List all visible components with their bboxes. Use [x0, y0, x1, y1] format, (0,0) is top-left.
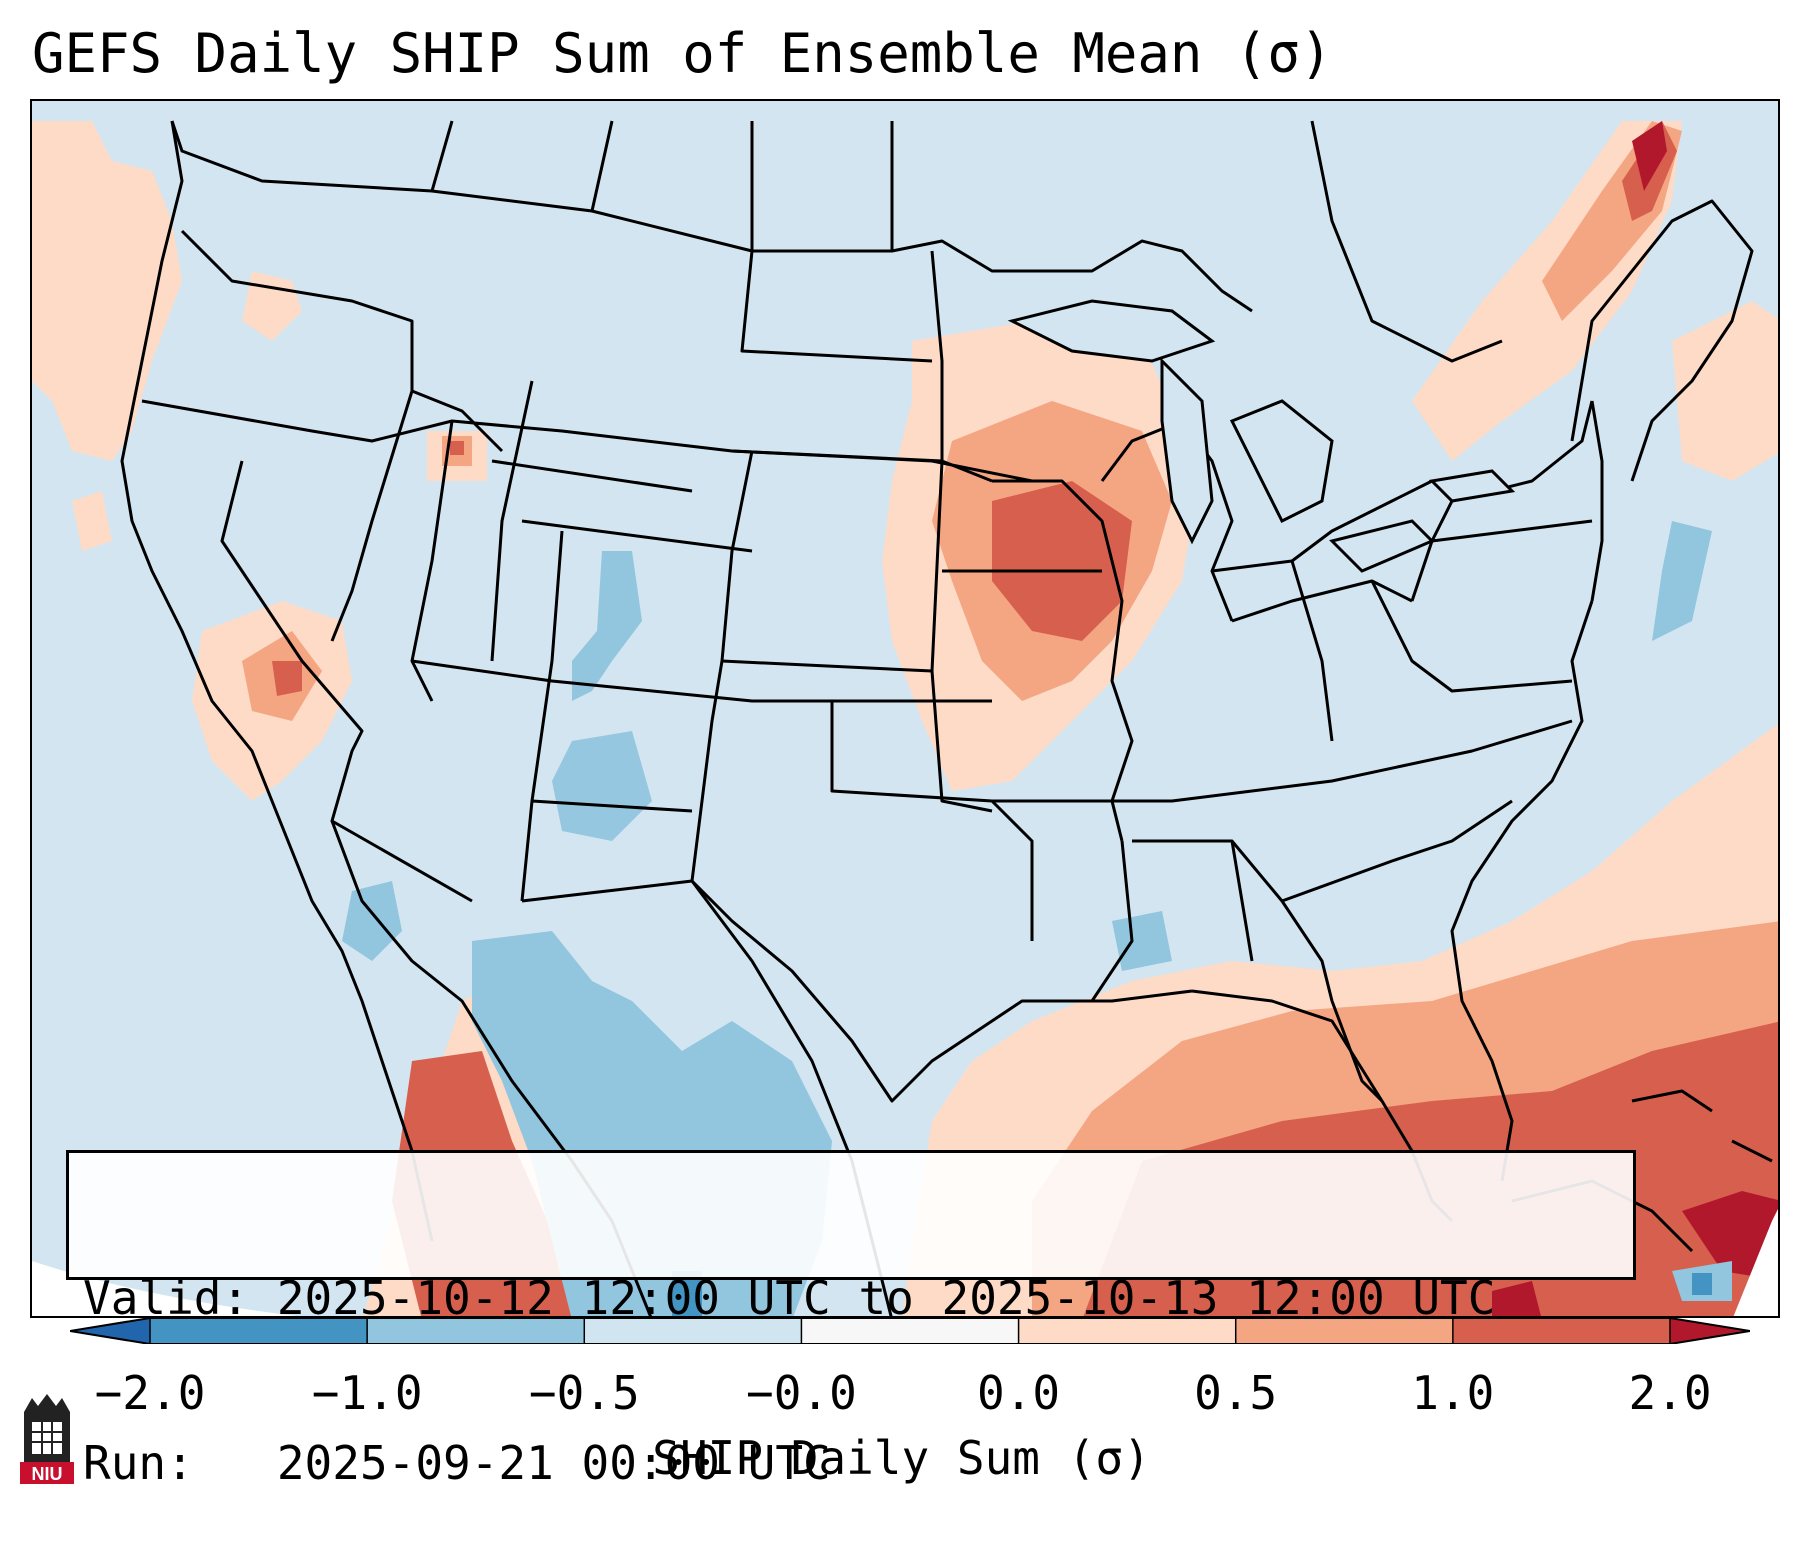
positive-anomaly-idaho: [427, 431, 487, 481]
chart-title: GEFS Daily SHIP Sum of Ensemble Mean (σ): [32, 22, 1333, 85]
colorbar: [70, 1318, 1750, 1344]
colorbar-tick-label: −2.0: [94, 1366, 206, 1420]
positive-anomaly-nevada: [192, 601, 352, 801]
outside-domain: [32, 1261, 297, 1316]
colorbar-bin: [1452, 1318, 1671, 1344]
colorbar-bin: [150, 1318, 368, 1344]
niu-logo: NIU: [20, 1394, 74, 1484]
colorbar-tick-label: −0.0: [746, 1366, 857, 1420]
state-boundaries: [120, 120, 1773, 1316]
colorbar-bin: [70, 1318, 150, 1344]
colorbar-tick-label: 1.0: [1411, 1366, 1495, 1420]
valid-time-line: Valid: 2025-10-12 12:00 UTC to 2025-10-1…: [83, 1271, 1496, 1325]
positive-anomaly-upper-midwest: [882, 321, 1192, 791]
colorbar-tick-label: 0.5: [1194, 1366, 1278, 1420]
colorbar-label: SHIP Daily Sum (σ): [652, 1431, 1151, 1485]
colorbar-tick-labels: −2.0 −1.0 −0.5 −0.0 0.0 0.5 1.0 2.0: [0, 1365, 1803, 1425]
great-lakes: [1007, 299, 1516, 573]
outside-domain-east: [1733, 1209, 1778, 1316]
colorbar-bins: [70, 1318, 1750, 1344]
colorbar-bin: [1235, 1318, 1454, 1344]
colorbar-tick-label: 0.0: [977, 1366, 1061, 1420]
colorbar-tick-label: 2.0: [1628, 1366, 1712, 1420]
map-panel: [30, 99, 1780, 1318]
logo-text: NIU: [32, 1464, 63, 1484]
colorbar-bin: [367, 1318, 585, 1344]
colorbar-tick-label: −0.5: [528, 1366, 640, 1420]
colorbar-tick-label: −1.0: [311, 1366, 423, 1420]
colorbar-bin: [1018, 1318, 1237, 1344]
positive-anomaly-west-coast: [32, 121, 302, 551]
positive-anomaly-northeast: [1412, 121, 1778, 481]
map-graphic: [32, 101, 1778, 1316]
valid-run-info-box: Valid: 2025-10-12 12:00 UTC to 2025-10-1…: [66, 1150, 1636, 1490]
colorbar-bin: [801, 1318, 1020, 1344]
colorbar-bin: [584, 1318, 802, 1344]
run-time-line: Run: 2025-09-21 00:00 UTC: [83, 1436, 831, 1490]
colorbar-tick-marks: [149, 1318, 1671, 1344]
colorbar-bin: [1670, 1318, 1750, 1344]
